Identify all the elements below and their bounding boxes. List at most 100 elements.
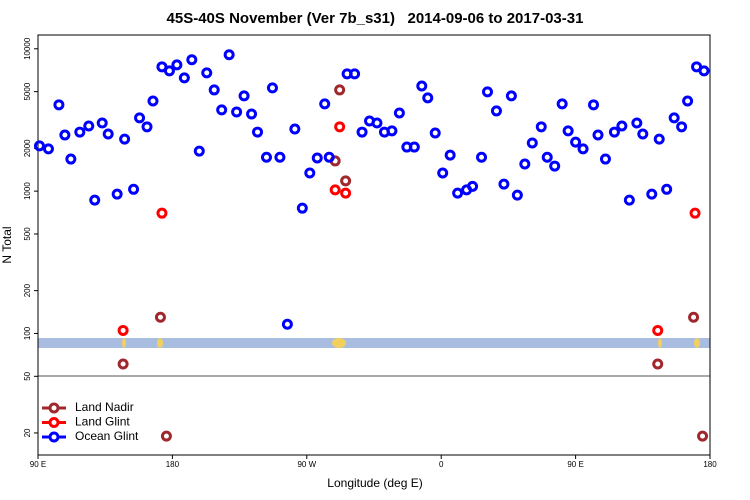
point — [163, 65, 175, 77]
point — [452, 187, 464, 199]
x-tick-label: 180 — [166, 460, 180, 469]
y-axis-label: N Total — [0, 226, 14, 263]
legend-marker — [48, 431, 60, 443]
x-tick-label: 0 — [439, 460, 444, 469]
point — [134, 112, 146, 124]
point — [334, 84, 346, 96]
point — [556, 98, 568, 110]
point — [608, 126, 620, 138]
chart-title: 45S-40S November (Ver 7b_s31) 2014-09-06… — [167, 10, 584, 27]
y-tick-label: 50 — [23, 371, 32, 380]
point — [498, 178, 510, 190]
point — [549, 160, 561, 172]
point — [329, 184, 341, 196]
point — [422, 92, 434, 104]
glint-spot — [157, 338, 163, 348]
point — [623, 194, 635, 206]
point — [223, 49, 235, 61]
point — [653, 133, 665, 145]
point — [74, 126, 86, 138]
y-tick-label: 1000 — [23, 182, 32, 200]
point — [147, 95, 159, 107]
point — [89, 194, 101, 206]
point — [141, 121, 153, 133]
point — [128, 183, 140, 195]
point — [33, 140, 45, 152]
point — [646, 188, 658, 200]
point — [201, 67, 213, 79]
point — [117, 324, 129, 336]
point — [676, 121, 688, 133]
point — [570, 136, 582, 148]
point — [490, 105, 502, 117]
point — [588, 99, 600, 111]
point — [652, 358, 664, 370]
y-tick-label: 200 — [23, 283, 32, 297]
legend-label: Land Nadir — [75, 400, 134, 414]
legend-marker — [48, 417, 60, 428]
point — [311, 152, 323, 164]
point — [334, 121, 346, 133]
point — [319, 98, 331, 110]
point — [408, 141, 420, 153]
point — [476, 151, 488, 163]
legend-label: Ocean Glint — [75, 429, 139, 443]
point — [186, 54, 198, 66]
point — [688, 311, 700, 323]
point — [467, 180, 479, 192]
point — [652, 324, 664, 336]
point — [698, 65, 710, 77]
point — [371, 117, 383, 129]
x-axis-label: Longitude (deg E) — [327, 476, 422, 490]
point — [562, 125, 574, 137]
point — [238, 90, 250, 102]
point — [59, 129, 71, 141]
point — [281, 318, 293, 330]
point — [266, 82, 278, 94]
point — [323, 151, 335, 163]
point — [208, 84, 220, 96]
point — [296, 202, 308, 214]
glint-spot — [694, 338, 700, 348]
y-tick-label: 10000 — [23, 37, 32, 60]
point — [171, 59, 183, 71]
point — [541, 151, 553, 163]
point — [437, 167, 449, 179]
point — [274, 151, 286, 163]
point — [42, 143, 54, 155]
y-tick-label: 500 — [23, 227, 32, 241]
point — [260, 151, 272, 163]
point — [102, 128, 114, 140]
point — [117, 358, 129, 370]
point — [416, 80, 428, 92]
legend-label: Land Glint — [75, 415, 130, 429]
point — [697, 430, 709, 442]
point — [599, 153, 611, 165]
point — [96, 117, 108, 129]
point — [505, 90, 517, 102]
point — [577, 143, 589, 155]
x-tick-label: 90 E — [567, 460, 583, 469]
point — [689, 207, 701, 219]
point — [111, 188, 123, 200]
point — [356, 126, 368, 138]
point — [393, 107, 405, 119]
y-tick-label: 20 — [23, 428, 32, 437]
y-tick-label: 100 — [23, 326, 32, 340]
point — [661, 183, 673, 195]
point — [637, 128, 649, 140]
point — [592, 129, 604, 141]
point — [65, 153, 77, 165]
point — [119, 133, 131, 145]
point — [154, 311, 166, 323]
point — [349, 68, 361, 80]
point — [340, 175, 352, 187]
x-tick-label: 180 — [703, 460, 717, 469]
point — [160, 430, 172, 442]
point — [246, 108, 258, 120]
y-tick-label: 5000 — [23, 82, 32, 100]
point — [83, 120, 95, 132]
point — [616, 120, 628, 132]
point — [53, 99, 65, 111]
x-tick-label: 90 W — [297, 460, 316, 469]
